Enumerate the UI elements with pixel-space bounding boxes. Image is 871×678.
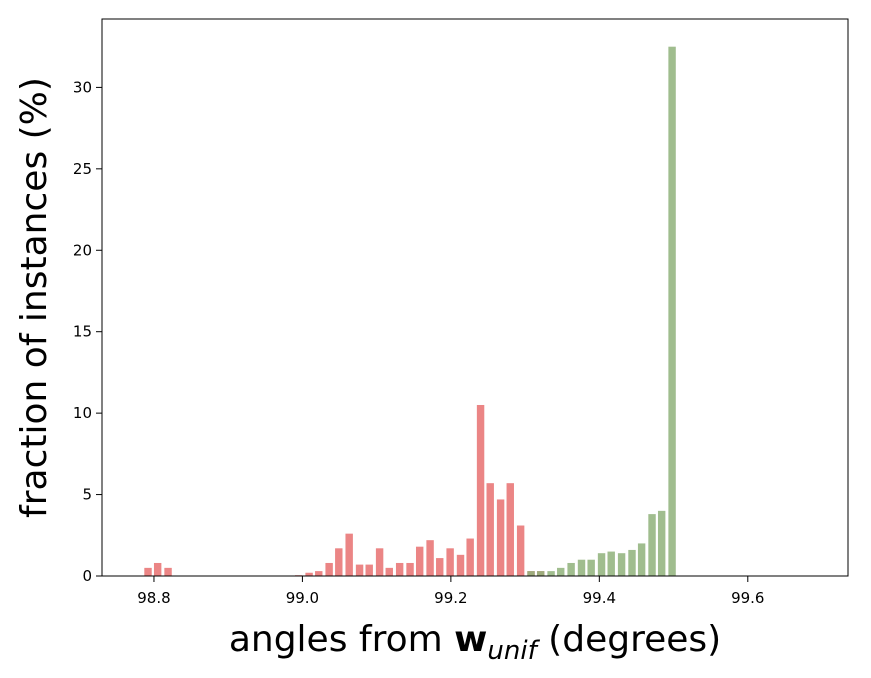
bar-series-0-17 [436,558,444,576]
y-tick-label: 5 [82,486,92,504]
x-axis-label-suffix: (degrees) [537,619,721,660]
bar-series-1-9 [617,553,626,576]
x-tick-label: 99.6 [731,589,764,607]
plot-frame [101,18,849,577]
bar-series-0-16 [426,540,434,576]
x-axis-label-prefix: angles from [229,619,454,660]
bar-series-0-0 [144,567,152,576]
y-tick-label: 20 [73,241,92,259]
bar-series-0-6 [325,562,333,576]
bar-series-1-8 [607,551,615,576]
bar-series-0-22 [486,483,494,576]
x-tick-label: 99.0 [286,589,319,607]
y-tick-label: 10 [73,404,92,422]
x-tick-label: 99.2 [434,589,467,607]
x-axis-label-subscript: unif [487,636,540,666]
bar-series-0-1 [153,562,162,576]
bar-series-1-10 [628,549,636,576]
bar-series-1-13 [657,510,666,576]
bar-series-0-13 [395,562,404,576]
bar-series-1-5 [577,559,586,576]
bar-series-0-5 [315,571,323,576]
bar-series-1-2 [547,571,555,576]
y-tick-label: 15 [73,323,92,341]
bar-series-0-20 [466,538,474,576]
y-axis-label: fraction of instances (%) [14,77,55,518]
bar-series-0-9 [355,564,364,576]
bar-series-0-10 [365,564,373,576]
bar-series-0-24 [506,483,514,576]
bar-series-0-12 [385,567,393,576]
bar-series-0-23 [496,499,505,576]
bar-series-0-7 [335,548,343,576]
bars-layer [144,46,676,576]
x-axis: 98.8 99.0 99.2 99.4 99.6 [137,576,764,607]
bar-series-0-4 [305,572,313,576]
bar-series-0-2 [164,567,172,576]
bar-series-1-14 [668,46,676,576]
bar-series-0-8 [345,533,353,576]
x-axis-label: angles from wunif (degrees) [229,619,721,666]
bar-series-0-18 [446,548,454,576]
y-axis: 0 5 10 15 20 25 30 [73,78,102,585]
bar-series-0-25 [516,525,525,576]
bar-series-1-0 [527,571,535,576]
y-tick-label: 0 [82,567,92,585]
bar-series-0-21 [476,404,485,576]
bar-series-1-4 [567,562,575,576]
bar-series-0-19 [456,554,465,576]
bar-series-0-15 [415,546,424,576]
x-tick-label: 99.4 [583,589,616,607]
bar-series-1-1 [536,571,545,576]
x-axis-label-symbol: w [454,619,487,660]
y-tick-label: 25 [73,160,92,178]
bar-series-1-3 [557,567,565,576]
bar-series-1-7 [597,553,606,576]
y-tick-label: 30 [73,78,92,96]
bar-series-1-6 [587,559,595,576]
bar-series-1-11 [637,543,646,576]
bar-series-1-12 [648,514,656,576]
bar-series-0-11 [375,548,384,576]
bar-series-0-14 [406,562,414,576]
x-tick-label: 98.8 [137,589,170,607]
